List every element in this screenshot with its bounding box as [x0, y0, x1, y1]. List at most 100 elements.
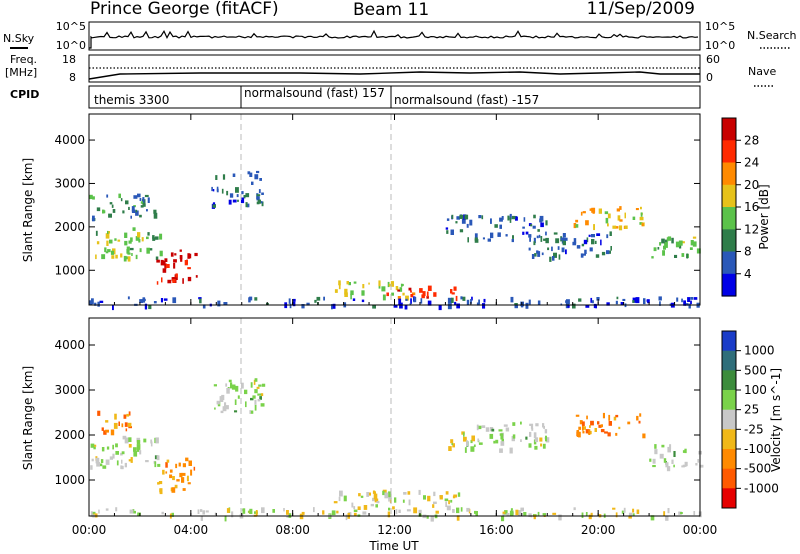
velocity-echo-cell [427, 495, 431, 502]
power-echo-cell [257, 199, 261, 204]
power-echo-cell [386, 292, 389, 297]
velocity-colorbar-tick-label: -1000 [744, 481, 779, 495]
power-echo-cell [640, 206, 642, 210]
velocity-echo-cell [101, 447, 105, 452]
power-echo-cell [536, 250, 539, 254]
power-echo-cell [130, 237, 133, 242]
velocity-echo-cell [523, 512, 527, 516]
power-echo-cell [466, 299, 470, 305]
power-echo-cell [595, 254, 600, 258]
power-echo-cell [115, 254, 118, 259]
power-echo-cell [397, 296, 401, 301]
power-echo-cell [596, 297, 600, 301]
velocity-echo-cell [509, 510, 514, 516]
velocity-echo-cell [464, 447, 467, 453]
power-echo-cell [620, 302, 624, 306]
power-echo-cell [131, 253, 133, 256]
power-echo-cell [137, 193, 141, 198]
velocity-colorbar-segment [722, 488, 736, 509]
power-echo-cell [222, 174, 226, 180]
velocity-echo-cell [594, 428, 597, 432]
velocity-echo-cell [590, 512, 593, 517]
power-echo-cell [111, 204, 114, 208]
velocity-echo-cell [157, 482, 160, 485]
velocity-echo-cell [128, 444, 132, 448]
power-echo-cell [132, 227, 136, 231]
power-echo-cell [131, 206, 135, 212]
power-echo-cell [662, 250, 665, 256]
power-echo-cell [105, 251, 109, 254]
x-tick-label: 08:00 [275, 523, 310, 537]
velocity-echo-cell [362, 511, 367, 515]
velocity-echo-cell [182, 488, 186, 491]
power-echo-cell [398, 298, 402, 305]
velocity-echo-cell [520, 507, 524, 512]
power-echo-cell [456, 216, 460, 220]
power-echo-cell [565, 300, 567, 303]
power-echo-cell [598, 208, 602, 214]
power-y-label: Slant Range [km] [21, 158, 35, 262]
power-echo-cell [223, 302, 228, 306]
velocity-echo-cell [121, 465, 124, 470]
velocity-echo-cell [250, 397, 254, 401]
power-echo-cell [261, 201, 264, 207]
velocity-echo-cell [650, 515, 655, 521]
velocity-echo-cell [600, 429, 605, 433]
velocity-echo-cell [234, 399, 237, 405]
power-echo-cell [350, 293, 352, 300]
power-echo-cell [476, 302, 480, 306]
velocity-y-label: Slant Range [km] [21, 366, 35, 470]
velocity-echo-cell [178, 462, 181, 467]
velocity-echo-cell [254, 389, 258, 394]
velocity-colorbar-tick-label: 1000 [744, 344, 775, 358]
power-echo-cell [189, 253, 192, 259]
velocity-echo-cell [684, 461, 688, 467]
power-echo-cell [635, 297, 640, 304]
power-echo-cell [144, 194, 149, 198]
velocity-echo-cell [224, 402, 227, 408]
velocity-y-tick-label: 3000 [54, 383, 85, 397]
power-echo-cell [530, 224, 533, 227]
power-echo-cell [164, 263, 167, 269]
power-echo-cell [676, 297, 679, 302]
velocity-echo-cell [474, 510, 477, 514]
velocity-colorbar-frame [721, 330, 737, 509]
velocity-echo-cell [128, 426, 132, 429]
power-echo-cell [128, 206, 130, 210]
power-echo-cell [256, 170, 260, 174]
power-echo-cell [381, 286, 386, 292]
velocity-echo-cell [608, 414, 611, 421]
power-echo-cell [567, 304, 570, 308]
power-echo-cell [600, 239, 602, 246]
velocity-echo-cell [602, 412, 605, 419]
velocity-echo-cell [439, 495, 443, 500]
power-echo-cell [426, 291, 429, 298]
power-colorbar-segment [722, 251, 736, 275]
velocity-y-axis: 1000 2000 3000 4000 [54, 338, 700, 487]
power-echo-cell [690, 300, 692, 305]
power-echo-cell [139, 214, 142, 218]
power-echo-cell [683, 300, 686, 306]
velocity-echo-cell [331, 510, 336, 516]
velocity-echo-cell [124, 422, 128, 427]
velocity-echo-cell [470, 446, 475, 452]
velocity-echo-cell [636, 509, 640, 514]
power-echo-cell [511, 238, 514, 243]
velocity-echo-cell [176, 479, 180, 482]
velocity-echo-cell [372, 490, 376, 494]
power-echo-cell [153, 301, 157, 304]
power-colorbar-segments [722, 118, 736, 297]
velocity-echo-cell [667, 508, 670, 514]
power-echo-cell [464, 214, 469, 220]
power-echo-cell [135, 210, 139, 216]
power-echo-cell [390, 281, 394, 287]
power-panel: 1000 2000 3000 4000 Slant Range [km] [21, 113, 701, 311]
power-echo-cell [109, 239, 113, 244]
velocity-echo-cell [453, 494, 457, 498]
velocity-echo-cell [502, 511, 506, 514]
power-echo-cell [596, 233, 601, 236]
velocity-echo-cell [552, 512, 557, 515]
velocity-echo-cell [435, 510, 439, 514]
velocity-echo-cell [528, 443, 532, 448]
velocity-echo-cell [343, 495, 347, 502]
